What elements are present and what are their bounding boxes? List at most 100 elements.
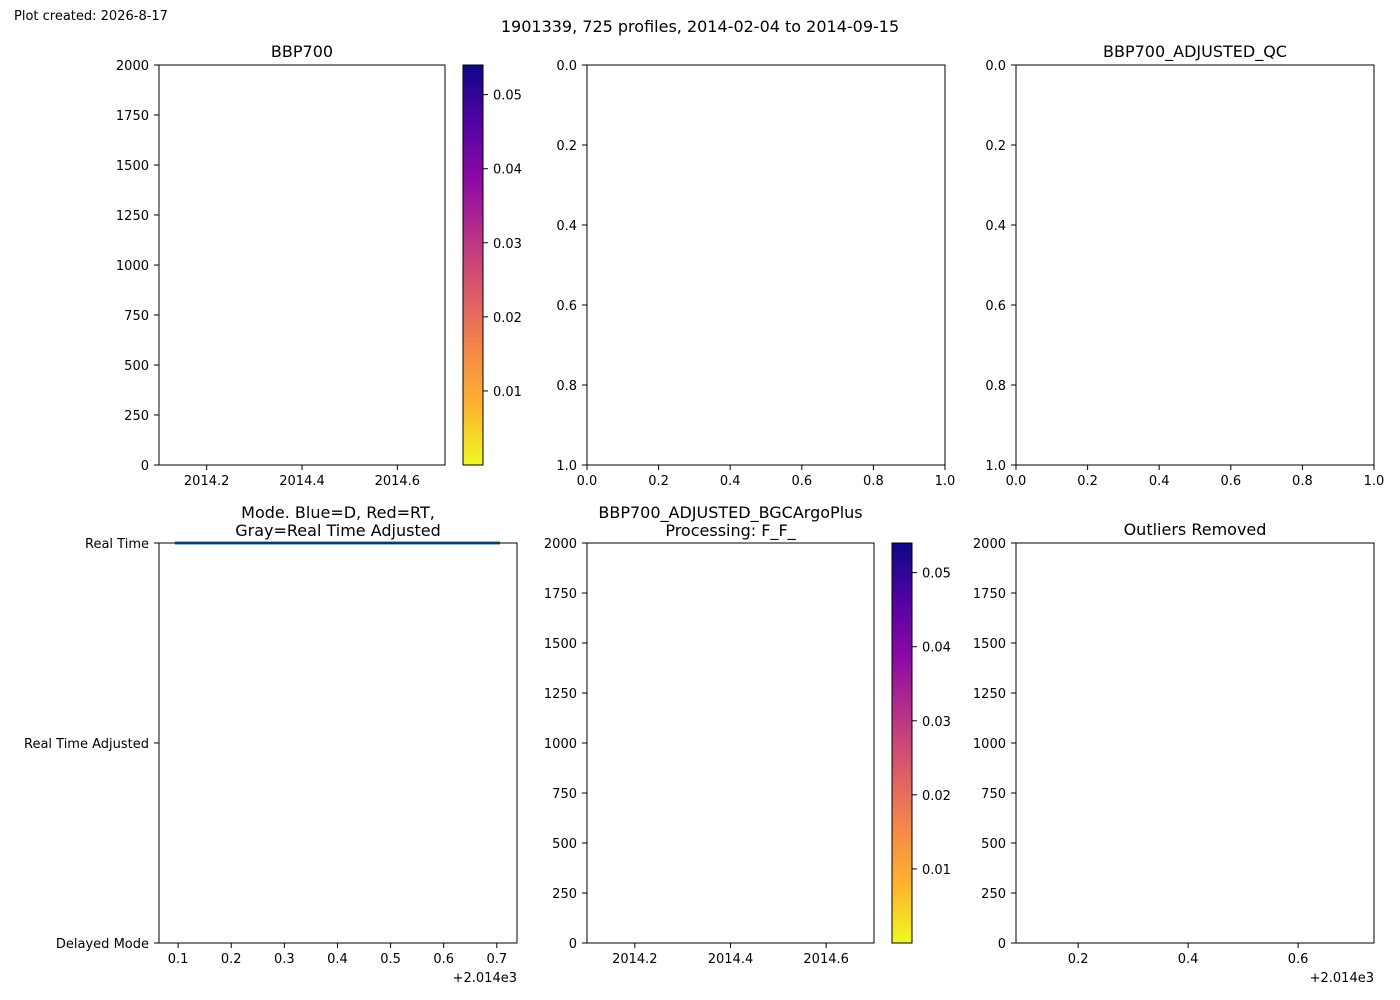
x-tick-label: 2014.2 xyxy=(184,474,230,489)
chart-title: Processing: F_F_ xyxy=(665,521,796,541)
x-tick-label: 0.2 xyxy=(1068,952,1089,967)
x-tick-label: 0.4 xyxy=(1178,952,1199,967)
x-tick-label: 0.0 xyxy=(577,474,598,489)
x-tick-label: 0.6 xyxy=(791,474,812,489)
y-tick-label: 2000 xyxy=(116,59,149,74)
colorbar-gradient xyxy=(462,64,484,466)
chart-bbp700-adjusted-qc: 0.0 0.2 0.4 0.6 0.8 1.00.00.20.40.60.81.0BBP7… xyxy=(985,42,1384,489)
x-tick-label: 2014.4 xyxy=(708,952,754,967)
plot-area xyxy=(1016,65,1374,465)
y-tick-label: 0.4 xyxy=(985,219,1006,234)
chart-title: Mode. Blue=D, Red=RT, xyxy=(241,503,435,522)
colorbar-tick-label: 0.05 xyxy=(493,89,522,104)
y-tick-label: 2000 xyxy=(973,537,1006,552)
x-tick-label: 0.0 xyxy=(1006,474,1027,489)
y-tick-label: 1250 xyxy=(544,687,577,702)
y-tick-label: 0 xyxy=(998,937,1006,952)
y-tick-label: 500 xyxy=(981,837,1006,852)
colorbar-gradient xyxy=(891,542,913,944)
y-tick-label: 250 xyxy=(981,887,1006,902)
y-tick-label: 250 xyxy=(124,409,149,424)
y-tick-label: 500 xyxy=(124,359,149,374)
x-tick-label: 0.6 xyxy=(1288,952,1309,967)
y-tick-label: 0.0 xyxy=(556,59,577,74)
colorbar-tick-label: 0.01 xyxy=(922,863,951,878)
x-tick-label: 0.4 xyxy=(1149,474,1170,489)
y-tick-label: 0 xyxy=(141,459,149,474)
y-tick-label: 1250 xyxy=(973,687,1006,702)
y-tick-label: 0.6 xyxy=(556,299,577,314)
x-tick-label: 2014.2 xyxy=(612,952,658,967)
y-tick-label: 1000 xyxy=(116,259,149,274)
colorbar-tick-label: 0.02 xyxy=(922,789,951,804)
colorbar-tick-label: 0.01 xyxy=(493,385,522,400)
created-note: Plot created: 2026-8-17 xyxy=(14,9,168,24)
x-tick-label: 0.6 xyxy=(1220,474,1241,489)
colorbar: 0.01 0.02 0.03 0.04 0.05 xyxy=(891,542,951,944)
plot-area xyxy=(587,65,945,465)
axes-frame xyxy=(586,64,946,466)
axes-frame xyxy=(1015,64,1375,466)
chart-title: Outliers Removed xyxy=(1124,520,1267,539)
y-tick-label: 1500 xyxy=(544,637,577,652)
colorbar-tick-label: 0.03 xyxy=(493,237,522,252)
plot-area xyxy=(159,65,445,465)
x-tick-label: 2014.6 xyxy=(375,474,421,489)
y-tick-label: 1000 xyxy=(973,737,1006,752)
y-tick-label: 1750 xyxy=(116,109,149,124)
x-tick-label: 0.2 xyxy=(1077,474,1098,489)
chart-mode: 0.1 0.2 0.3 0.4 0.5 0.6 0.7 +2.014e3 Real Time Re… xyxy=(24,503,518,986)
y-tick-label: 1750 xyxy=(544,587,577,602)
plot-area xyxy=(159,543,517,943)
subplot-grid: 2014.2 2014.4 2014.6 0 250 500 750 1000 1250 1500… xyxy=(24,42,1384,986)
y-tick-label: 1750 xyxy=(973,587,1006,602)
colorbar-tick-label: 0.04 xyxy=(922,641,951,656)
chart-title: BBP700_ADJUSTED_BGCArgoPlus xyxy=(598,503,862,523)
plot-area xyxy=(587,543,874,943)
y-tick-label: Delayed Mode xyxy=(56,937,149,952)
y-tick-label: 1000 xyxy=(544,737,577,752)
y-tick-label: 1500 xyxy=(973,637,1006,652)
y-tick-label: 750 xyxy=(552,787,577,802)
plot-area xyxy=(1016,543,1374,943)
chart-title: Gray=Real Time Adjusted xyxy=(235,521,441,540)
x-offset-label: +2.014e3 xyxy=(1310,971,1374,986)
colorbar: 0.01 0.02 0.03 0.04 0.05 xyxy=(462,64,522,466)
y-tick-label: 1.0 xyxy=(556,459,577,474)
x-tick-label: 0.5 xyxy=(380,952,401,967)
y-tick-label: 1.0 xyxy=(985,459,1006,474)
x-tick-label: 0.4 xyxy=(720,474,741,489)
x-tick-label: 0.4 xyxy=(327,952,348,967)
x-tick-label: 2014.4 xyxy=(279,474,325,489)
chart-outliers-removed: 0.2 0.4 0.6+2.014e3 0 250 500 750 1000 1250 1500 1… xyxy=(973,520,1375,986)
x-tick-label: 0.2 xyxy=(648,474,669,489)
x-tick-label: 0.6 xyxy=(433,952,454,967)
chart-bbp700-adjusted-bgcargoplus: 2014.2 2014.4 2014.6 0 250 500 750 1000 1250 1500… xyxy=(544,503,951,967)
chart-bbp700: 2014.2 2014.4 2014.6 0 250 500 750 1000 1250 1500… xyxy=(116,42,522,489)
y-tick-label: 500 xyxy=(552,837,577,852)
x-tick-label: 0.2 xyxy=(221,952,242,967)
x-tick-label: 1.0 xyxy=(935,474,956,489)
chart-title: BBP700 xyxy=(271,42,333,61)
y-tick-label: 0 xyxy=(569,937,577,952)
y-tick-label: Real Time xyxy=(85,537,149,552)
y-tick-label: Real Time Adjusted xyxy=(24,737,149,752)
x-tick-label: 0.1 xyxy=(168,952,189,967)
y-tick-label: 0.6 xyxy=(985,299,1006,314)
x-tick-label: 0.8 xyxy=(1292,474,1313,489)
chart-title: BBP700_ADJUSTED_QC xyxy=(1103,42,1287,62)
figure-suptitle: 1901339, 725 profiles, 2014-02-04 to 201… xyxy=(501,17,899,36)
y-tick-label: 1250 xyxy=(116,209,149,224)
y-tick-label: 0.2 xyxy=(556,139,577,154)
y-tick-label: 0.0 xyxy=(985,59,1006,74)
y-tick-label: 0.8 xyxy=(556,379,577,394)
x-tick-label: 0.7 xyxy=(486,952,507,967)
x-tick-label: 2014.6 xyxy=(803,952,849,967)
colorbar-tick-label: 0.04 xyxy=(493,163,522,178)
y-tick-label: 750 xyxy=(981,787,1006,802)
y-tick-label: 2000 xyxy=(544,537,577,552)
y-tick-label: 750 xyxy=(124,309,149,324)
x-tick-label: 1.0 xyxy=(1364,474,1385,489)
y-tick-label: 0.8 xyxy=(985,379,1006,394)
